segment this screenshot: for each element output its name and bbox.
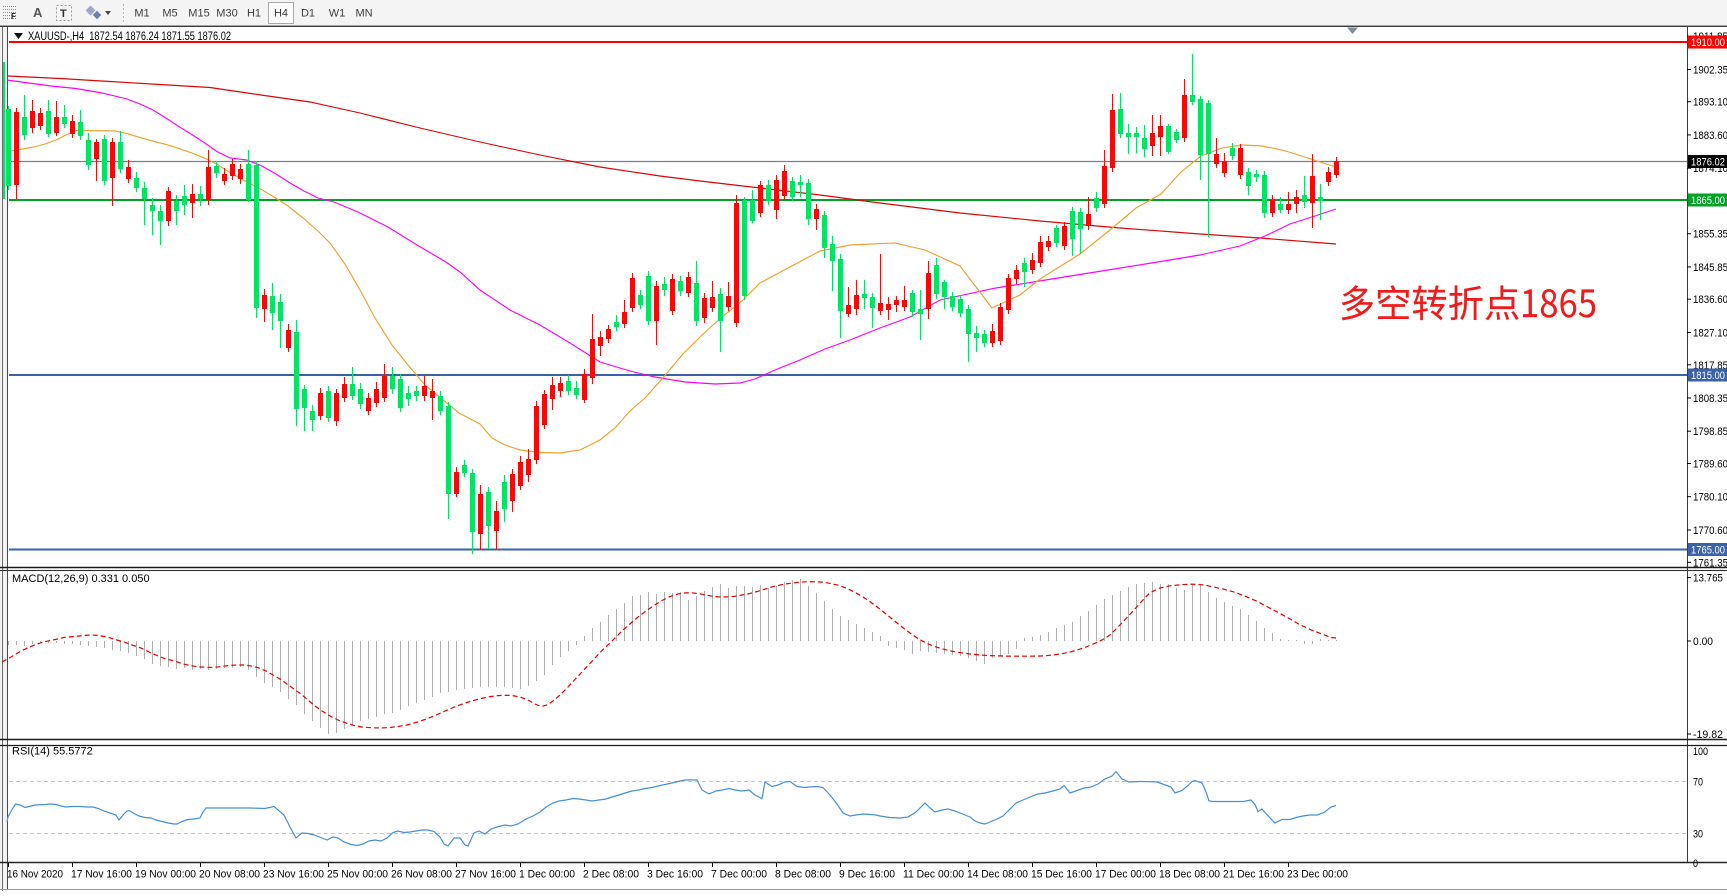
svg-text:1770.60: 1770.60 [1693, 525, 1727, 537]
svg-text:3 Dec 16:00: 3 Dec 16:00 [647, 869, 703, 881]
svg-text:W1: W1 [329, 8, 346, 20]
svg-text:1 Dec 00:00: 1 Dec 00:00 [519, 869, 575, 881]
svg-text:1808.35: 1808.35 [1693, 393, 1727, 405]
svg-text:18 Dec 08:00: 18 Dec 08:00 [1159, 869, 1220, 881]
svg-text:7 Dec 00:00: 7 Dec 00:00 [711, 869, 767, 881]
svg-text:23 Nov 16:00: 23 Nov 16:00 [263, 869, 324, 881]
svg-text:15 Dec 16:00: 15 Dec 16:00 [1031, 869, 1092, 881]
svg-text:1827.10: 1827.10 [1693, 328, 1727, 340]
svg-text:2 Dec 08:00: 2 Dec 08:00 [583, 869, 639, 881]
svg-text:-19.82: -19.82 [1693, 729, 1723, 741]
svg-text:8 Dec 08:00: 8 Dec 08:00 [775, 869, 831, 881]
svg-text:70: 70 [1693, 777, 1703, 789]
svg-text:1845.85: 1845.85 [1693, 262, 1727, 274]
svg-text:1815.00: 1815.00 [1691, 370, 1725, 382]
svg-text:M5: M5 [162, 8, 177, 20]
svg-text:100: 100 [1693, 746, 1708, 758]
svg-text:17 Nov 16:00: 17 Nov 16:00 [71, 869, 132, 881]
svg-text:27 Nov 16:00: 27 Nov 16:00 [455, 869, 516, 881]
svg-text:1798.85: 1798.85 [1693, 426, 1727, 438]
svg-text:19 Nov 00:00: 19 Nov 00:00 [135, 869, 196, 881]
svg-text:30: 30 [1693, 829, 1703, 841]
svg-text:H4: H4 [274, 8, 288, 20]
svg-text:RSI(14) 55.5772: RSI(14) 55.5772 [12, 746, 93, 758]
svg-text:F: F [11, 12, 16, 21]
svg-text:1789.60: 1789.60 [1693, 459, 1727, 471]
svg-text:1765.00: 1765.00 [1691, 545, 1725, 557]
svg-text:21 Dec 16:00: 21 Dec 16:00 [1223, 869, 1284, 881]
svg-text:26 Nov 08:00: 26 Nov 08:00 [391, 869, 452, 881]
svg-text:M1: M1 [134, 8, 149, 20]
svg-text:23 Dec 00:00: 23 Dec 00:00 [1287, 869, 1348, 881]
svg-text:MACD(12,26,9) 0.331 0.050: MACD(12,26,9) 0.331 0.050 [12, 573, 150, 585]
svg-text:1893.10: 1893.10 [1693, 97, 1727, 109]
svg-text:T: T [60, 8, 67, 20]
svg-text:1876.02: 1876.02 [1691, 157, 1725, 169]
svg-text:9 Dec 16:00: 9 Dec 16:00 [839, 869, 895, 881]
svg-text:XAUUSD-,H4 1872.54 1876.24 18: XAUUSD-,H4 1872.54 1876.24 1871.55 1876.… [28, 31, 231, 43]
svg-text:0.00: 0.00 [1693, 636, 1713, 648]
svg-text:1855.35: 1855.35 [1693, 229, 1727, 241]
svg-text:14 Dec 08:00: 14 Dec 08:00 [967, 869, 1028, 881]
svg-text:1910.00: 1910.00 [1691, 37, 1725, 49]
svg-text:M30: M30 [216, 8, 237, 20]
svg-text:M15: M15 [188, 8, 209, 20]
svg-text:25 Nov 00:00: 25 Nov 00:00 [327, 869, 388, 881]
svg-text:13.765: 13.765 [1693, 573, 1723, 585]
svg-text:17 Dec 00:00: 17 Dec 00:00 [1095, 869, 1156, 881]
svg-text:0: 0 [1693, 858, 1698, 870]
svg-text:D1: D1 [301, 8, 315, 20]
svg-text:11 Dec 00:00: 11 Dec 00:00 [903, 869, 964, 881]
svg-text:1761.35: 1761.35 [1693, 557, 1727, 569]
svg-text:1883.60: 1883.60 [1693, 130, 1727, 142]
svg-text:20 Nov 08:00: 20 Nov 08:00 [199, 869, 260, 881]
svg-text:1865.00: 1865.00 [1691, 195, 1725, 207]
svg-text:1836.60: 1836.60 [1693, 294, 1727, 306]
svg-text:H1: H1 [247, 8, 261, 20]
svg-text:1902.35: 1902.35 [1693, 64, 1727, 76]
svg-text:MN: MN [355, 8, 372, 20]
svg-text:A: A [33, 5, 43, 20]
svg-text:1780.10: 1780.10 [1693, 492, 1727, 504]
svg-text:16 Nov 2020: 16 Nov 2020 [7, 869, 63, 881]
